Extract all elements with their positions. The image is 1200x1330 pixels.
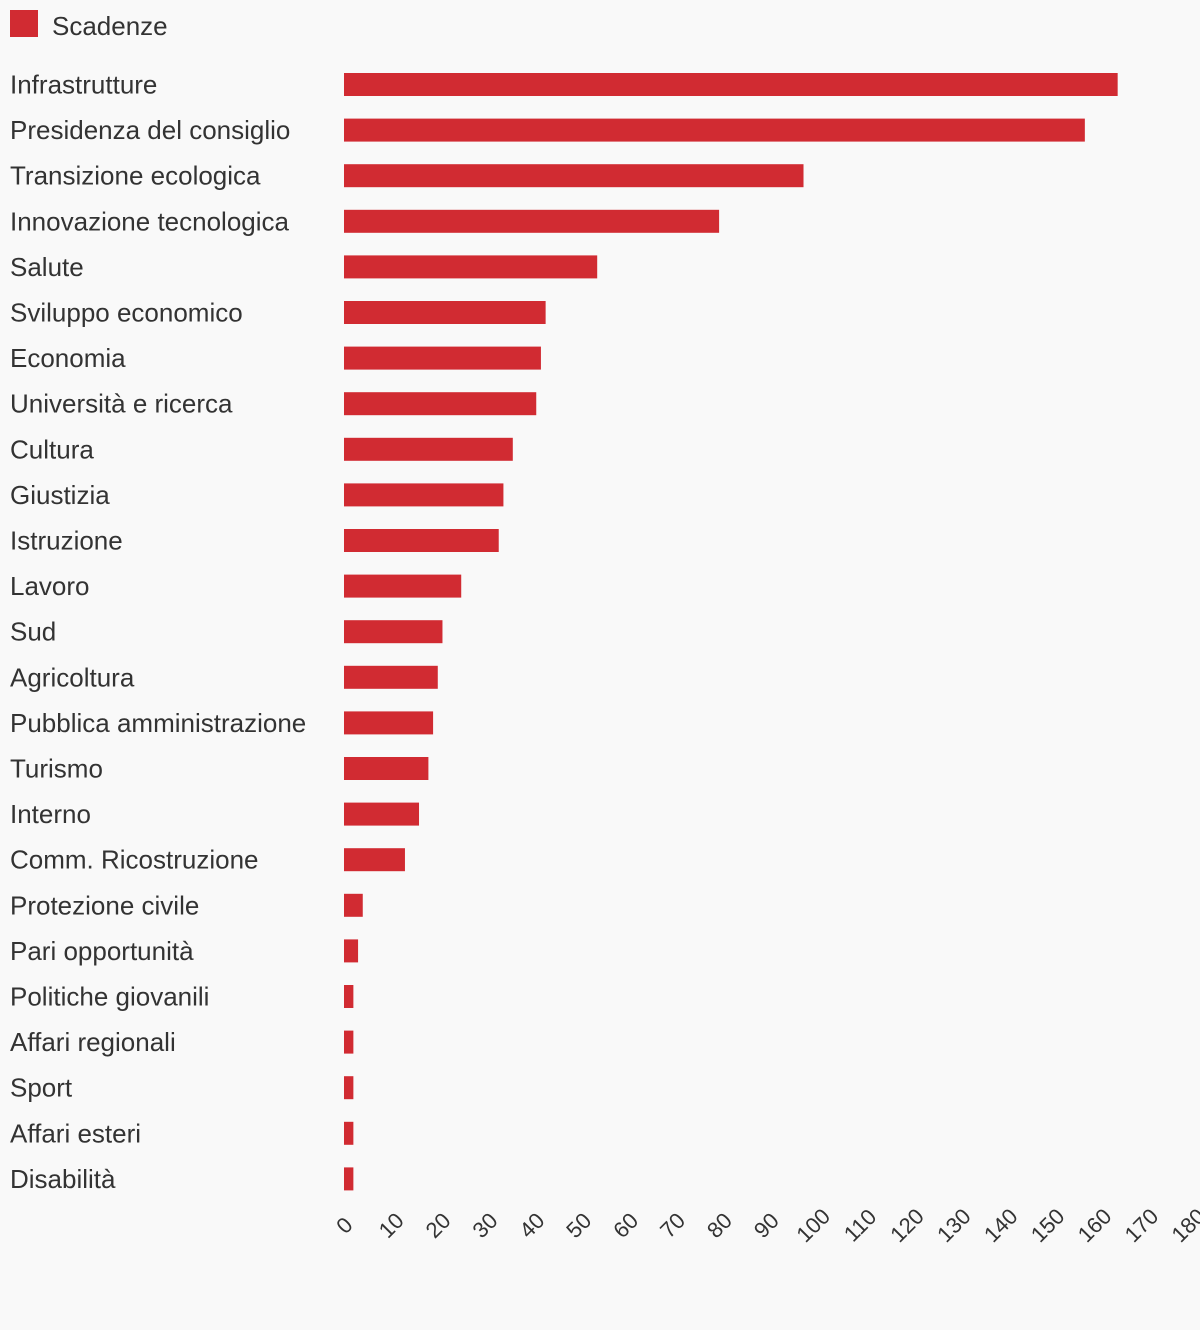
category-label: Innovazione tecnologica: [10, 206, 290, 236]
category-label: Pubblica amministrazione: [10, 708, 306, 738]
legend: Scadenze: [10, 10, 168, 41]
bar: [344, 893, 363, 917]
x-tick-label: 30: [468, 1208, 503, 1243]
category-label: Agricoltura: [10, 662, 135, 692]
category-label: Giustizia: [10, 480, 110, 510]
x-tick-label: 20: [421, 1208, 456, 1243]
bar: [344, 483, 504, 507]
category-label: Presidenza del consiglio: [10, 115, 290, 145]
bar: [344, 1030, 354, 1054]
x-tick-label: 150: [1026, 1204, 1070, 1248]
bar: [344, 529, 499, 552]
x-tick-label: 40: [514, 1208, 549, 1243]
x-tick-label: 170: [1120, 1204, 1164, 1248]
bar: [344, 437, 513, 461]
bars-group: [344, 73, 1118, 1191]
category-label: Sviluppo economico: [10, 298, 243, 328]
category-label: Cultura: [10, 434, 94, 464]
bar: [344, 164, 804, 188]
x-tick-label: 50: [561, 1208, 596, 1243]
bar: [344, 985, 354, 1008]
bar: [344, 757, 429, 780]
category-label: Economia: [10, 343, 126, 373]
legend-swatch: [10, 10, 38, 37]
category-label: Turismo: [10, 754, 103, 784]
bar: [344, 848, 405, 872]
x-tick-label: 10: [374, 1208, 409, 1243]
category-label: Protezione civile: [10, 890, 199, 920]
bar: [344, 346, 541, 370]
category-label: Interno: [10, 799, 91, 829]
bar: [344, 1121, 354, 1145]
x-tick-label: 180: [1167, 1204, 1200, 1248]
x-tick-label: 130: [932, 1204, 976, 1248]
bar: [344, 620, 443, 644]
category-label: Disabilità: [10, 1164, 116, 1194]
bar: [344, 939, 359, 963]
bar: [344, 209, 720, 233]
x-axis-ticks: 0 10 20 30 40 50 60 70 80 90 100 110 120 130 140 150 160…: [331, 1204, 1200, 1248]
legend-label: Scadenze: [52, 11, 168, 41]
x-tick-label: 160: [1073, 1204, 1117, 1248]
x-tick-label: 100: [791, 1204, 835, 1248]
category-label: Comm. Ricostruzione: [10, 845, 259, 875]
x-tick-label: 140: [979, 1204, 1023, 1248]
x-tick-label: 80: [702, 1208, 737, 1243]
category-labels: Infrastrutture Presidenza del consiglio Tr…: [10, 70, 306, 1194]
category-label: Lavoro: [10, 571, 90, 601]
bar: [344, 118, 1085, 142]
category-label: Salute: [10, 252, 84, 282]
category-label: Sud: [10, 617, 56, 647]
x-tick-label: 90: [749, 1208, 784, 1243]
category-label: Infrastrutture: [10, 70, 157, 100]
bar: [344, 1167, 354, 1191]
category-label: Sport: [10, 1073, 73, 1103]
category-label: Pari opportunità: [10, 936, 194, 966]
bar: [344, 802, 420, 826]
x-tick-label: 60: [608, 1208, 643, 1243]
bar: [344, 711, 434, 735]
category-label: Transizione ecologica: [10, 161, 261, 191]
bar: [344, 255, 598, 279]
x-tick-label: 70: [655, 1208, 690, 1243]
bar: [344, 574, 462, 598]
category-label: Politiche giovanili: [10, 982, 209, 1012]
category-label: Affari regionali: [10, 1027, 176, 1057]
x-tick-label: 110: [839, 1204, 881, 1246]
x-tick-label: 120: [885, 1204, 929, 1248]
x-tick-label: 0: [331, 1212, 357, 1238]
bar: [344, 73, 1118, 96]
bar: [344, 301, 546, 324]
bar: [344, 392, 537, 416]
bar: [344, 665, 438, 689]
category-label: Istruzione: [10, 526, 123, 556]
bar: [344, 1076, 354, 1100]
category-label: Affari esteri: [10, 1118, 141, 1148]
category-label: Università e ricerca: [10, 389, 233, 419]
